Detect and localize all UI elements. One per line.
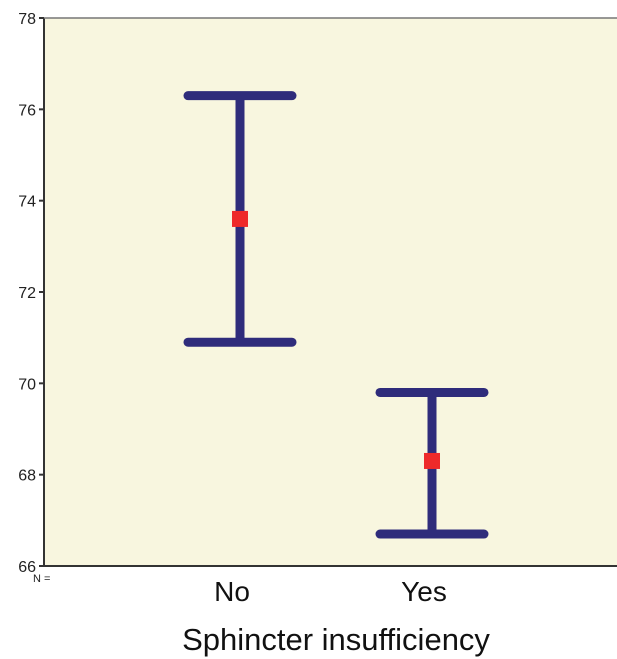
y-tick-label: 72 xyxy=(18,285,36,302)
mean-marker xyxy=(232,210,248,227)
mean-marker xyxy=(424,452,440,469)
y-tick-label: 70 xyxy=(18,376,36,393)
error-bar-yes xyxy=(375,387,489,539)
n-label: N = xyxy=(33,573,50,585)
y-tick-label: 78 xyxy=(18,11,36,28)
y-tick-label: 76 xyxy=(18,102,36,119)
plot-area xyxy=(44,18,617,566)
x-axis-categories: No Yes xyxy=(214,576,447,607)
y-tick-label: 66 xyxy=(18,559,36,576)
x-axis-title: Sphincter insufficiency xyxy=(182,622,490,657)
y-axis-ticks: 66 68 70 72 74 76 78 xyxy=(18,11,44,576)
error-bars xyxy=(183,91,489,539)
y-tick-label: 74 xyxy=(18,194,36,211)
x-category-label: Yes xyxy=(401,576,447,607)
y-tick-label: 68 xyxy=(18,468,36,485)
x-category-label: No xyxy=(214,576,250,607)
error-bar-no xyxy=(183,91,297,347)
